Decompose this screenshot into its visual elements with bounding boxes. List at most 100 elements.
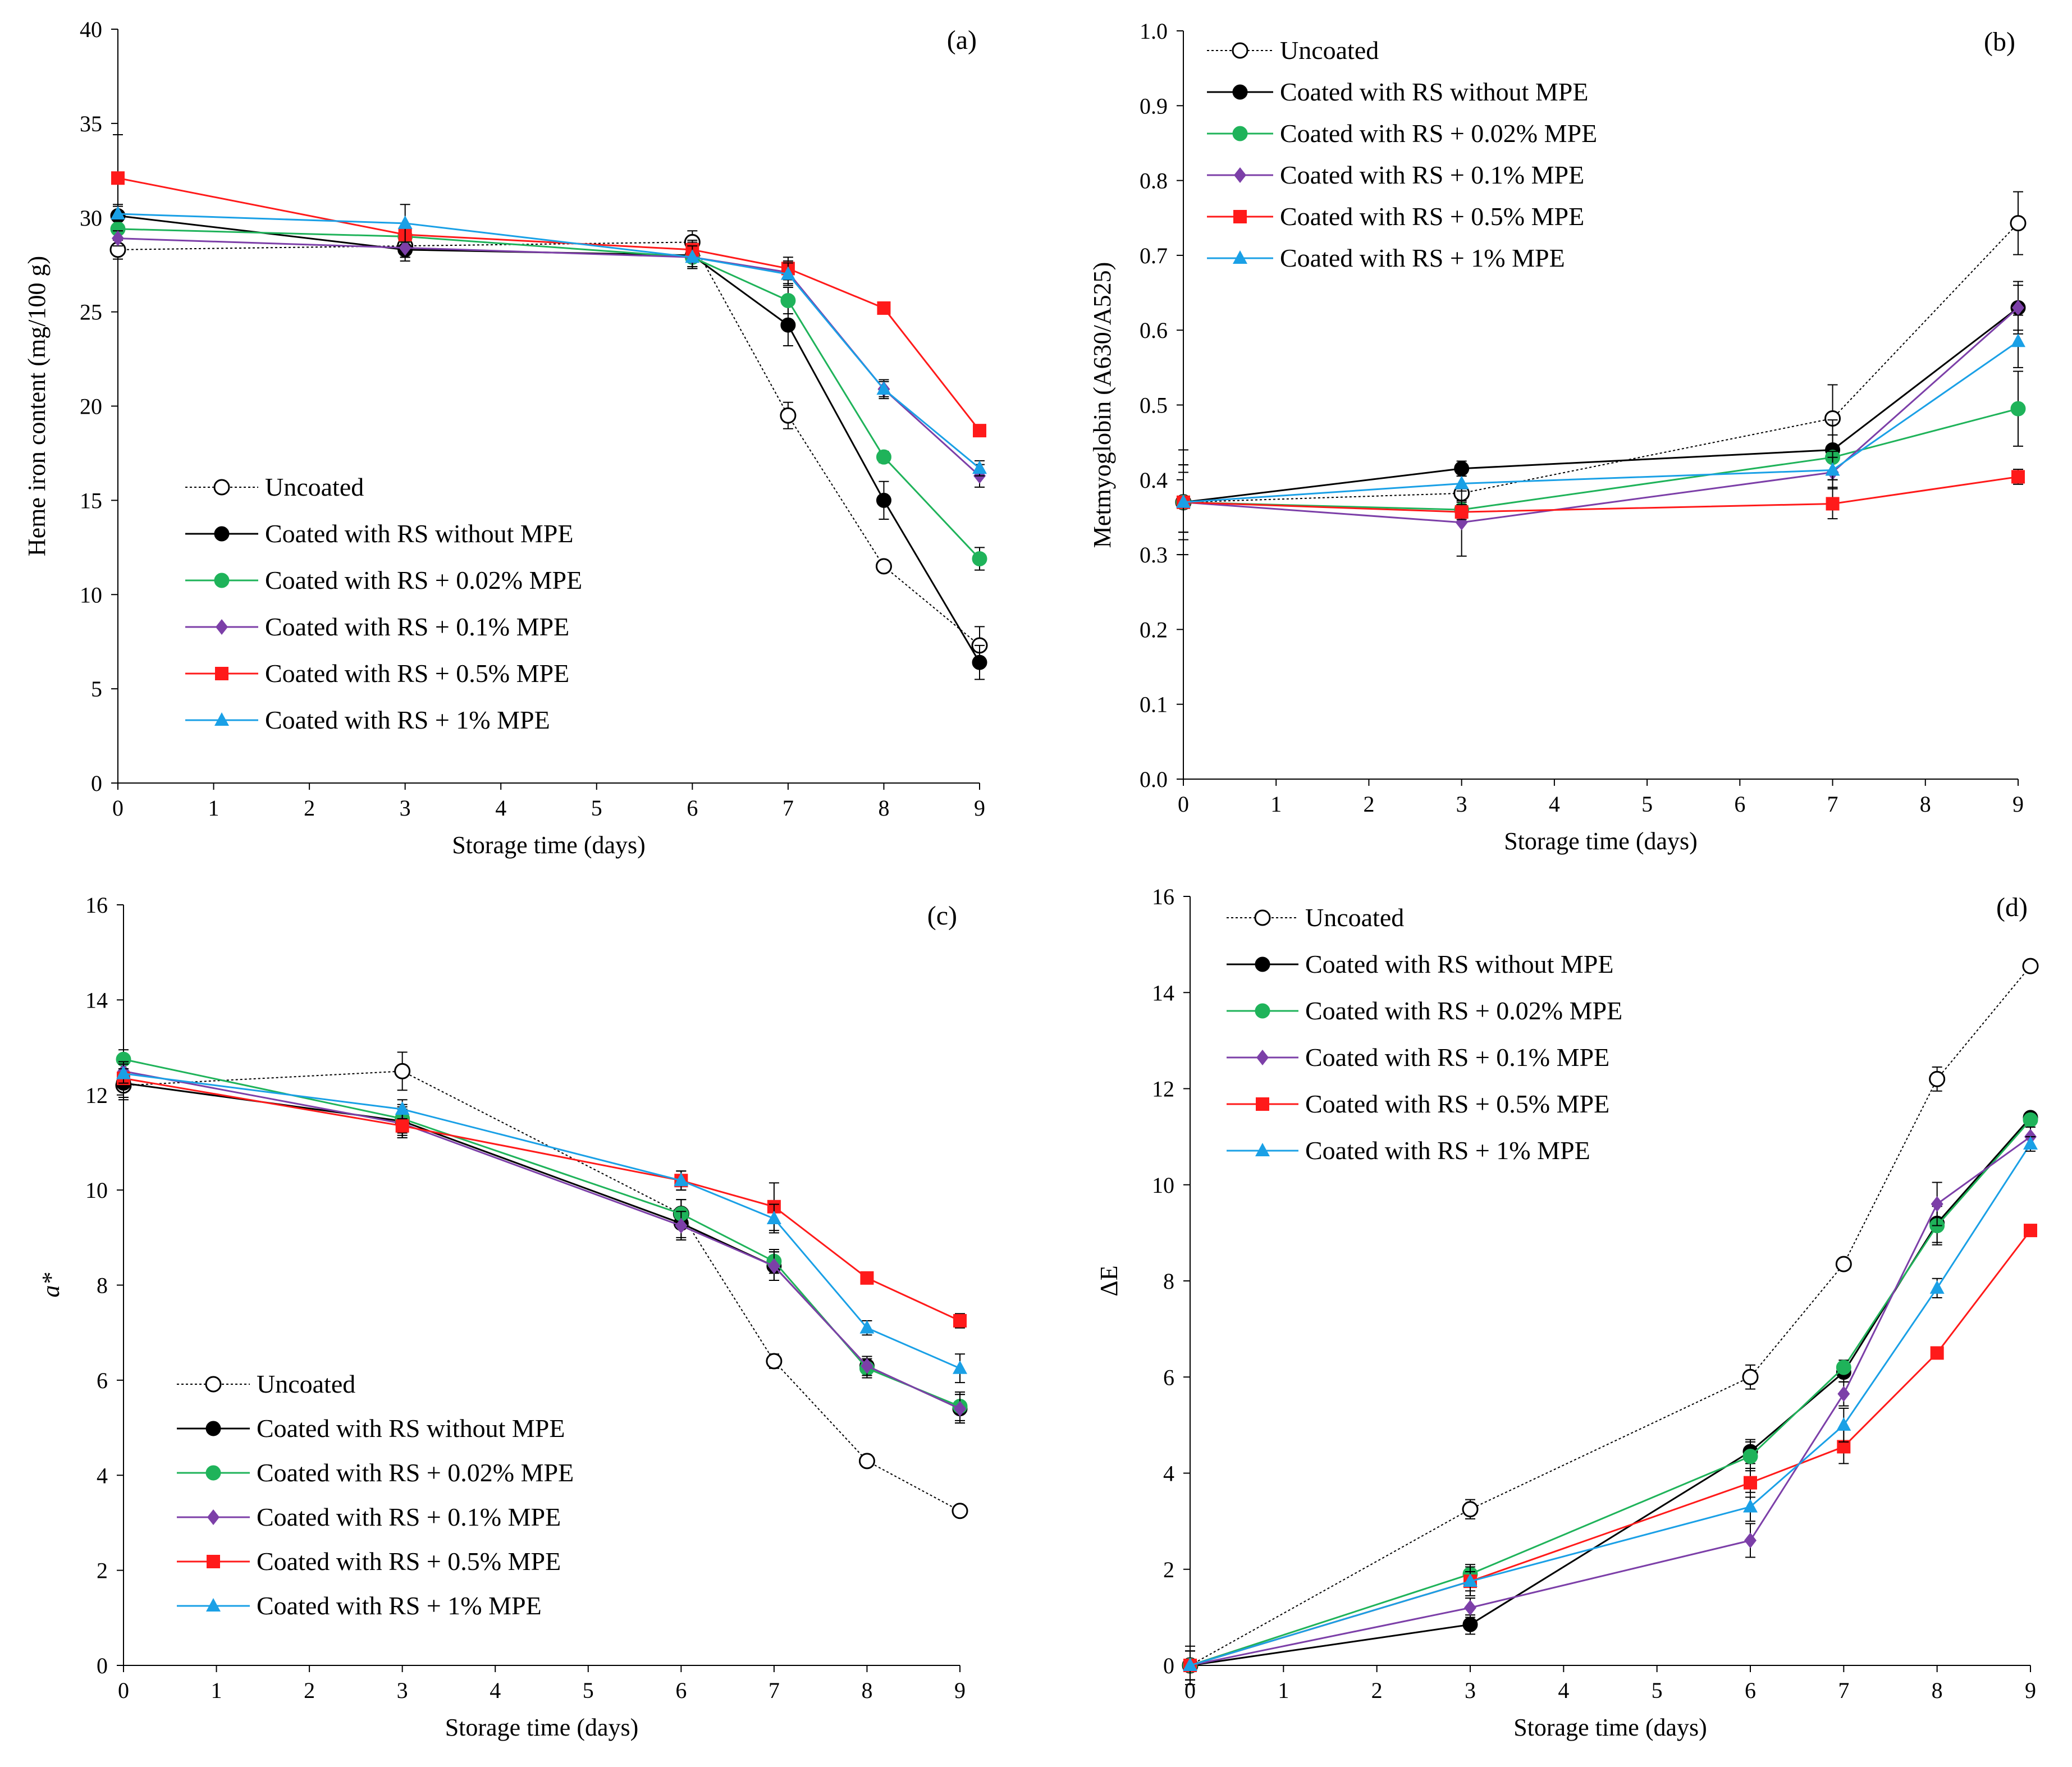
x-tick-label: 9: [2012, 791, 2024, 817]
legend-marker: [1232, 42, 1248, 59]
data-point: [1454, 461, 1470, 477]
series-coated-with-rs-0-5pct-mpe: [117, 1068, 967, 1329]
legend-label: Coated with RS + 0.1% MPE: [257, 1503, 561, 1531]
legend-label: Coated with RS + 0.5% MPE: [1305, 1090, 1609, 1118]
data-point: [2012, 300, 2024, 316]
y-tick-label: 0.6: [1140, 318, 1168, 343]
x-tick-label: 8: [861, 1678, 872, 1703]
x-tick-label: 7: [1827, 791, 1838, 817]
series-coated-with-rs-0-02pct-mpe: [116, 1049, 968, 1421]
data-point: [859, 1320, 875, 1334]
series-coated-with-rs-1pct-mpe: [1183, 1136, 2038, 1681]
y-tick-label: 10: [85, 1178, 108, 1203]
legend-label: Coated with RS + 0.1% MPE: [1305, 1043, 1609, 1072]
data-point: [875, 558, 892, 575]
legend-marker: [214, 526, 230, 542]
data-point: [876, 449, 891, 465]
legend-marker: [1255, 956, 1270, 972]
x-tick-label: 7: [1838, 1678, 1849, 1703]
data-point: [116, 1065, 131, 1079]
y-tick-label: 6: [1163, 1365, 1174, 1390]
data-point: [1183, 1658, 1197, 1671]
series-coated-with-rs-without-mpe: [1175, 281, 2026, 541]
data-point: [1836, 1417, 1851, 1431]
y-tick-label: 0.7: [1140, 243, 1168, 268]
panel-label: (a): [947, 25, 977, 55]
x-tick-label: 8: [878, 795, 889, 821]
legend-label: Coated with RS + 0.02% MPE: [265, 566, 582, 594]
legend-marker: [207, 1509, 219, 1525]
series-line: [1183, 307, 2019, 524]
y-tick-label: 0: [1163, 1653, 1174, 1678]
legend-marker: [1234, 167, 1246, 183]
legend-label: Coated with RS + 1% MPE: [265, 706, 550, 734]
x-tick-label: 4: [495, 795, 506, 821]
legend-label: Coated with RS + 0.02% MPE: [257, 1458, 574, 1487]
legend-label: Coated with RS without MPE: [1305, 950, 1613, 978]
y-tick-label: 30: [80, 205, 102, 231]
legend: Uncoated Coated with RS without MPE Coated…: [185, 473, 582, 734]
data-point: [675, 1217, 688, 1234]
y-tick-label: 2: [1163, 1557, 1174, 1582]
series-line: [123, 1070, 960, 1512]
x-tick-label: 3: [397, 1678, 408, 1703]
y-tick-label: 12: [1152, 1077, 1174, 1102]
data-point: [111, 206, 125, 220]
legend-label: Coated with RS + 0.1% MPE: [1280, 161, 1584, 189]
x-tick-label: 5: [1641, 791, 1653, 817]
legend-label: Uncoated: [1280, 36, 1379, 65]
series-line: [1183, 340, 2019, 503]
data-point: [780, 292, 796, 308]
data-point: [2023, 1136, 2038, 1150]
data-point: [1454, 505, 1469, 519]
legend-label: Coated with RS + 1% MPE: [257, 1591, 542, 1620]
series-coated-with-rs-1pct-mpe: [1176, 314, 2025, 541]
data-point: [2011, 470, 2025, 484]
data-point: [685, 249, 700, 263]
series-coated-with-rs-0-02pct-mpe: [1182, 1112, 2038, 1681]
x-axis-title: Storage time (days): [1513, 1714, 1707, 1741]
data-point: [1835, 1256, 1852, 1272]
y-tick-label: 10: [80, 582, 102, 607]
x-tick-label: 0: [1178, 791, 1189, 817]
legend-label: Uncoated: [257, 1370, 355, 1398]
series-line: [1183, 408, 2019, 511]
legend-label: Coated with RS + 0.5% MPE: [265, 659, 569, 688]
data-point: [399, 240, 411, 256]
data-point: [2011, 333, 2025, 347]
data-point: [397, 215, 413, 229]
data-point: [1742, 1449, 1758, 1464]
data-point: [972, 551, 987, 566]
data-point: [2023, 1112, 2038, 1128]
y-tick-label: 16: [85, 892, 108, 918]
series-line: [117, 237, 981, 477]
legend-label: Coated with RS + 0.1% MPE: [265, 612, 569, 641]
panel-label: (c): [927, 901, 957, 931]
data-point: [674, 1173, 689, 1187]
x-tick-label: 1: [211, 1678, 222, 1703]
y-tick-label: 0: [91, 771, 102, 796]
series-coated-with-rs-0-1pct-mpe: [1184, 1127, 2037, 1681]
series-line: [123, 1077, 960, 1322]
series-line: [1190, 1119, 2032, 1667]
series-line: [117, 177, 981, 432]
legend-marker: [1233, 210, 1247, 223]
series-line: [1190, 1136, 2031, 1667]
data-point: [858, 1453, 875, 1470]
legend-label: Coated with RS + 1% MPE: [1305, 1136, 1590, 1165]
data-point: [1464, 1600, 1476, 1616]
x-tick-label: 2: [1363, 791, 1374, 817]
y-tick-label: 0.0: [1140, 767, 1168, 792]
x-tick-label: 4: [1549, 791, 1560, 817]
series-coated-with-rs-0-1pct-mpe: [117, 1061, 966, 1424]
legend-marker: [213, 479, 230, 496]
x-tick-label: 1: [208, 795, 219, 821]
data-point: [1929, 1280, 1945, 1294]
y-tick-label: 8: [97, 1273, 108, 1298]
legend-label: Coated with RS + 1% MPE: [1280, 244, 1565, 272]
data-point: [1929, 1070, 1946, 1087]
data-point: [860, 1271, 874, 1285]
